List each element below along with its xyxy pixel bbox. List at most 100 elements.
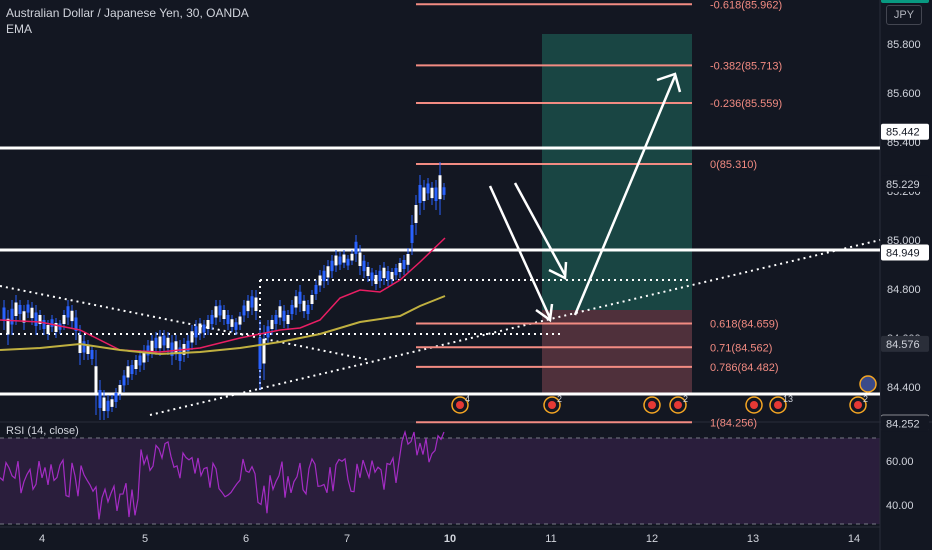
candle-body[interactable]	[402, 260, 406, 269]
candle-body[interactable]	[270, 320, 274, 329]
candle-body[interactable]	[382, 267, 386, 279]
candle-body[interactable]	[190, 331, 194, 343]
candle-body[interactable]	[322, 270, 326, 282]
event-badge[interactable]: 2	[849, 394, 868, 414]
candle-body[interactable]	[434, 187, 438, 202]
event-badge[interactable]	[745, 396, 763, 414]
candle-body[interactable]	[334, 255, 338, 266]
candle-body[interactable]	[338, 256, 342, 265]
candle-body[interactable]	[10, 308, 14, 325]
candle-body[interactable]	[2, 307, 6, 322]
candles[interactable]	[2, 162, 446, 420]
candle-body[interactable]	[354, 241, 358, 254]
indicator-label[interactable]: EMA	[6, 22, 33, 36]
candle-body[interactable]	[358, 252, 362, 267]
candle-body[interactable]	[26, 304, 30, 313]
candle-body[interactable]	[302, 300, 306, 312]
candle-body[interactable]	[42, 320, 46, 329]
fib-retracement[interactable]: -0.618(85.962) -0.382(85.713) -0.236(85.55…	[416, 0, 782, 429]
candle-body[interactable]	[46, 325, 50, 334]
candle-body[interactable]	[170, 342, 174, 357]
candle-body[interactable]	[346, 258, 350, 266]
arrow-up[interactable]	[573, 75, 677, 316]
candle-body[interactable]	[186, 340, 190, 352]
candle-body[interactable]	[62, 315, 66, 324]
candle-body[interactable]	[50, 319, 54, 327]
candle-body[interactable]	[414, 205, 418, 223]
candle-body[interactable]	[278, 306, 282, 318]
candle-body[interactable]	[262, 338, 266, 364]
candle-body[interactable]	[422, 187, 426, 202]
ema-fast[interactable]	[0, 237, 446, 353]
candle-body[interactable]	[294, 296, 298, 308]
candle-body[interactable]	[54, 323, 58, 332]
candle-body[interactable]	[226, 315, 230, 324]
candle-body[interactable]	[362, 260, 366, 272]
candle-body[interactable]	[94, 366, 98, 396]
candle-body[interactable]	[246, 300, 250, 312]
event-badge[interactable]: 4	[451, 394, 470, 414]
candle-body[interactable]	[318, 275, 322, 286]
event-badge[interactable]: 2	[669, 394, 688, 414]
candle-body[interactable]	[274, 315, 278, 324]
candle-body[interactable]	[342, 254, 346, 263]
candle-body[interactable]	[418, 185, 422, 203]
candle-body[interactable]	[86, 345, 90, 354]
candle-body[interactable]	[214, 306, 218, 318]
candle-body[interactable]	[254, 297, 258, 312]
candle-body[interactable]	[102, 397, 106, 412]
candle-body[interactable]	[310, 295, 314, 304]
currency-button[interactable]: JPY	[886, 5, 922, 25]
candle-body[interactable]	[378, 270, 382, 282]
rsi-label[interactable]: RSI (14, close)	[6, 425, 79, 437]
candle-body[interactable]	[442, 187, 446, 195]
candle-body[interactable]	[366, 267, 370, 276]
candle-body[interactable]	[426, 183, 430, 194]
candle-body[interactable]	[174, 341, 178, 353]
candle-body[interactable]	[438, 175, 442, 200]
event-badge[interactable]: 2	[543, 394, 562, 414]
candle-body[interactable]	[238, 316, 242, 325]
candle-body[interactable]	[38, 315, 42, 324]
candle-body[interactable]	[178, 347, 182, 362]
candle-body[interactable]	[18, 305, 22, 314]
candle-body[interactable]	[194, 326, 198, 338]
event-badge[interactable]	[643, 396, 661, 414]
candle-body[interactable]	[218, 305, 222, 316]
arrow-down-2[interactable]	[513, 182, 567, 276]
candle-body[interactable]	[306, 305, 310, 314]
candle-body[interactable]	[210, 315, 214, 324]
candle-body[interactable]	[130, 365, 134, 374]
candle-body[interactable]	[410, 225, 414, 243]
candle-body[interactable]	[222, 310, 226, 319]
candle-body[interactable]	[98, 390, 102, 408]
candle-body[interactable]	[166, 337, 170, 349]
candle-body[interactable]	[230, 319, 234, 327]
candle-body[interactable]	[286, 315, 290, 324]
candle-body[interactable]	[134, 360, 138, 369]
event-markers[interactable]: 4 2 2 13 2	[451, 375, 877, 414]
candle-body[interactable]	[282, 310, 286, 322]
rsi-line[interactable]	[0, 429, 445, 520]
candle-body[interactable]	[110, 399, 114, 407]
candle-body[interactable]	[242, 305, 246, 316]
candle-body[interactable]	[158, 336, 162, 349]
arrow-down-1[interactable]	[488, 185, 552, 319]
candle-body[interactable]	[390, 272, 394, 280]
candle-body[interactable]	[398, 263, 402, 272]
candle-body[interactable]	[430, 187, 434, 199]
candle-body[interactable]	[118, 385, 122, 394]
candle-body[interactable]	[298, 291, 302, 304]
candle-body[interactable]	[150, 340, 154, 352]
candle-body[interactable]	[142, 351, 146, 363]
candle-body[interactable]	[114, 393, 118, 402]
candle-body[interactable]	[14, 302, 18, 317]
candle-body[interactable]	[314, 285, 318, 294]
candle-body[interactable]	[162, 335, 166, 346]
candle-body[interactable]	[6, 318, 10, 335]
candle-body[interactable]	[82, 341, 86, 353]
candle-body[interactable]	[198, 323, 202, 334]
candle-body[interactable]	[66, 306, 70, 318]
flag-badge-icon[interactable]	[859, 375, 877, 393]
candle-body[interactable]	[350, 253, 354, 261]
